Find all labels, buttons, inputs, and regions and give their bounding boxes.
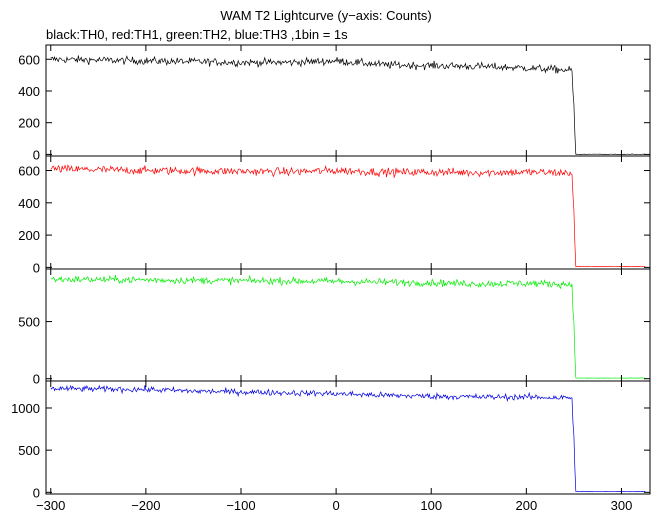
y-tick-label-th3: 500 — [18, 443, 40, 458]
series-line-th3 — [50, 384, 646, 492]
series-line-th1 — [50, 164, 646, 267]
y-tick-label-th0: 0 — [33, 147, 40, 162]
y-tick-label-th0: 400 — [18, 84, 40, 99]
series-line-th2 — [50, 274, 646, 379]
x-tick-label: −200 — [131, 498, 160, 513]
x-tick-label: 0 — [332, 498, 339, 513]
chart-title: WAM T2 Lightcurve (y−axis: Counts) — [220, 8, 432, 23]
y-tick-label-th1: 400 — [18, 196, 40, 211]
y-tick-label-th2: 0 — [33, 372, 40, 387]
chart-subtitle: black:TH0, red:TH1, green:TH2, blue:TH3 … — [46, 27, 348, 42]
panel-frame-th3 — [45, 380, 651, 495]
series-line-th0 — [50, 55, 646, 155]
x-tick-label: 100 — [420, 498, 442, 513]
y-tick-label-th0: 600 — [18, 52, 40, 67]
y-tick-label-th3: 1000 — [11, 401, 40, 416]
y-tick-label-th3: 0 — [33, 485, 40, 500]
x-tick-label: −300 — [36, 498, 65, 513]
x-tick-label: 300 — [611, 498, 633, 513]
y-tick-label-th0: 200 — [18, 116, 40, 131]
y-tick-label-th1: 600 — [18, 164, 40, 179]
x-tick-label: 200 — [515, 498, 537, 513]
x-tick-label: −100 — [226, 498, 255, 513]
y-tick-label-th2: 500 — [18, 315, 40, 330]
y-tick-label-th1: 0 — [33, 260, 40, 275]
y-tick-label-th1: 200 — [18, 228, 40, 243]
